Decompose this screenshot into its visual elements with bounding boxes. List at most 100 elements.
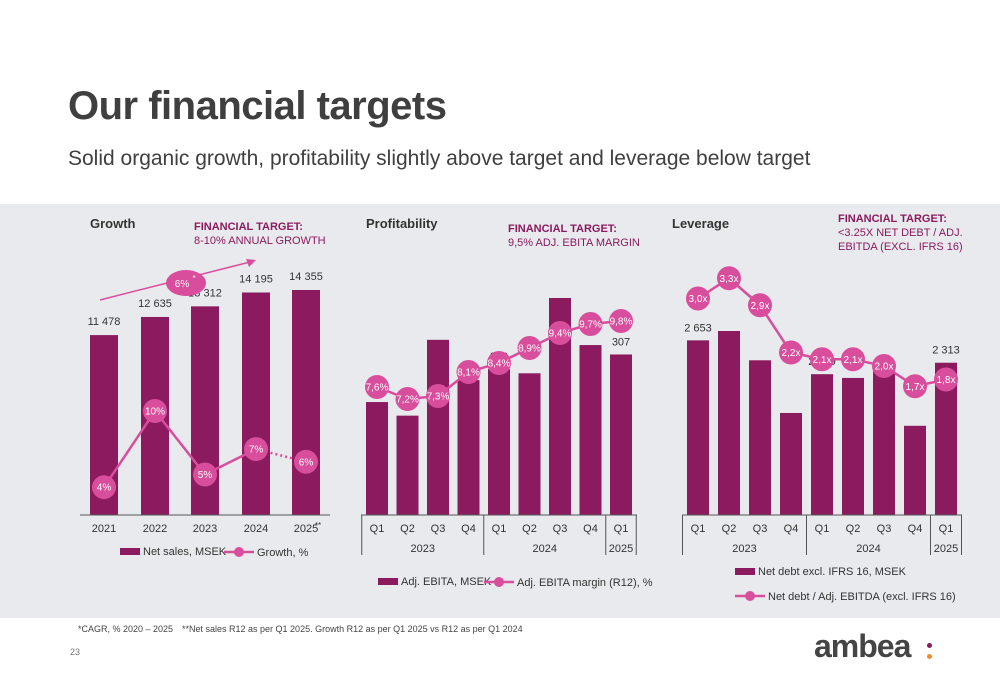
page-number: 23 (70, 647, 81, 657)
growth-bar-value: 12 635 (138, 298, 172, 310)
leverage-bar (873, 371, 895, 515)
profitability-rate-label: 7,3% (427, 392, 450, 403)
leverage-bar (780, 412, 802, 515)
leverage-rate-marker (779, 340, 803, 365)
leverage-group-label: 2024 (856, 543, 880, 555)
profitability-x-tick: Q3 (431, 523, 446, 535)
profitability-rate-label: 7,6% (366, 383, 389, 394)
leverage-x-tick: Q1 (691, 523, 706, 535)
legend-bar-label: Adj. EBITA, MSEK (401, 576, 492, 588)
leverage-rate-label: 2,9x (751, 301, 770, 312)
legend-line-label: Growth, % (257, 547, 309, 559)
profitability-bar (549, 298, 571, 515)
profitability-rate-marker (609, 309, 633, 333)
leverage-x-tick: Q1 (939, 523, 954, 535)
profitability-rate-label: 8,9% (518, 344, 541, 355)
growth-rate-label: 5% (198, 470, 213, 481)
leverage-rate-marker (810, 347, 834, 372)
leverage-rate-label: 3,3x (720, 274, 739, 285)
legend-line-marker (494, 577, 504, 587)
footnote-cagr: *CAGR, % 2020 – 2025 (78, 624, 174, 634)
growth-x-tick: 2021 (92, 523, 116, 535)
growth-rate-marker (92, 475, 116, 500)
leverage-bar-value: 2 313 (932, 345, 960, 357)
leverage-group-label: 2025 (934, 543, 958, 555)
logo-dot-icon (927, 654, 932, 659)
profitability-rate-marker (426, 384, 450, 408)
leverage-x-tick: Q3 (877, 523, 892, 535)
growth-x-tick-suffix: ** (315, 521, 321, 530)
leverage-rate-label: 2,1x (844, 355, 863, 366)
leverage-rate-label: 1,8x (937, 375, 956, 386)
cagr-badge-marker: * (192, 274, 195, 283)
logo-dot-icon (927, 643, 932, 648)
leverage-rate-marker (686, 286, 710, 311)
growth-dotted-line (255, 447, 307, 464)
profitability-rate-label: 8,4% (488, 359, 511, 370)
profitability-rate-label: 8,1% (457, 368, 480, 379)
page-subtitle: Solid organic growth, profitability slig… (68, 147, 811, 170)
growth-bar-value: 11 478 (88, 316, 121, 328)
profitability-rate-label: 7,2% (396, 395, 419, 406)
leverage-x-tick: Q4 (908, 523, 923, 535)
leverage-bar (904, 425, 926, 515)
legend-line-marker (745, 591, 755, 601)
leverage-rate-marker (841, 347, 865, 372)
leverage-rate-label: 3,0x (689, 294, 708, 305)
legend-bar-icon (735, 568, 755, 575)
profitability-rate-marker (548, 321, 572, 345)
leverage-rate-label: 2,1x (813, 355, 832, 366)
cagr-badge (166, 270, 206, 296)
leverage-bar (718, 331, 740, 515)
profitability-x-tick: Q3 (553, 523, 568, 535)
leverage-bar (842, 377, 864, 515)
legend-line-label: Adj. EBITA margin (R12), % (517, 577, 653, 589)
cagr-arrow-head-icon (246, 259, 256, 267)
growth-x-tick: 2025 (294, 523, 318, 535)
leverage-target-text: EBITDA (EXCL. IFRS 16) (838, 241, 963, 253)
leverage-rate-marker (934, 367, 958, 392)
growth-rate-marker (143, 399, 167, 423)
leverage-chart-title: Leverage (672, 216, 729, 231)
profitability-bar-value: 307 (612, 336, 630, 348)
profitability-bar (488, 369, 510, 515)
growth-target-heading: FINANCIAL TARGET: (194, 221, 303, 233)
profitability-bar (427, 339, 449, 515)
profitability-x-tick: Q2 (522, 523, 537, 535)
growth-rate-label: 6% (299, 457, 314, 468)
growth-x-tick: 2024 (244, 523, 268, 535)
legend-bar-icon (378, 578, 398, 585)
growth-bar-value: 14 355 (289, 271, 323, 283)
leverage-group-label: 2023 (732, 543, 756, 555)
leverage-x-tick: Q4 (784, 523, 799, 535)
page-title: Our financial targets (68, 84, 447, 128)
profitability-x-tick: Q2 (400, 523, 415, 535)
profitability-rate-marker (578, 312, 603, 336)
growth-bar-value: 14 195 (239, 274, 273, 286)
growth-x-tick: 2022 (143, 523, 167, 535)
leverage-bar-value: 2 653 (684, 322, 712, 334)
profitability-rate-marker (487, 351, 511, 375)
profitability-target-text: 9,5% ADJ. EBITA MARGIN (508, 237, 640, 249)
profitability-x-tick: Q1 (614, 523, 629, 535)
leverage-x-tick: Q3 (753, 523, 768, 535)
footnote-net-sales: **Net sales R12 as per Q1 2025. Growth R… (182, 624, 523, 634)
leverage-x-tick: Q2 (846, 523, 861, 535)
profitability-bar (518, 373, 541, 515)
growth-rate-label: 10% (145, 407, 165, 418)
legend-bar-label: Net sales, MSEK (143, 546, 227, 558)
cagr-badge-label: 6% (175, 279, 190, 290)
leverage-bar (811, 374, 833, 515)
profitability-x-tick: Q4 (461, 523, 476, 535)
profitability-rate-label: 9,7% (579, 320, 602, 331)
profitability-rate-marker (365, 375, 389, 399)
growth-bar (292, 290, 320, 515)
profitability-bar (579, 345, 602, 515)
profitability-x-tick: Q1 (492, 523, 507, 535)
growth-target-text: 8-10% ANNUAL GROWTH (194, 235, 326, 247)
ambea-logo: ambea (814, 628, 911, 664)
profitability-rate-marker (456, 360, 481, 384)
growth-rate-label: 4% (97, 483, 112, 494)
leverage-x-tick: Q1 (815, 523, 830, 535)
profitability-target-heading: FINANCIAL TARGET: (508, 223, 617, 235)
